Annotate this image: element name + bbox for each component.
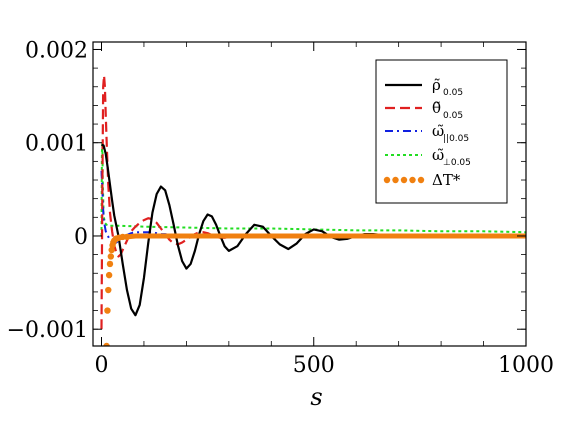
- legend-swatch-dot: [383, 176, 391, 184]
- x-tick-label: 0: [94, 353, 108, 378]
- y-tick-label: 0.002: [25, 38, 88, 63]
- legend-label-sub: ⊥0.05: [443, 158, 471, 168]
- series-4-point: [105, 286, 112, 294]
- legend-entry: ΔT*: [383, 171, 461, 189]
- legend-label: ΔT*: [432, 171, 461, 189]
- legend-label-sub: ||0.05: [443, 134, 469, 144]
- legend-swatch-dot: [417, 176, 425, 184]
- legend-label: ω̃: [432, 146, 444, 164]
- y-tick-label: −0.001: [7, 318, 88, 343]
- series-4-point: [107, 253, 115, 260]
- legend-label: θ̃: [432, 99, 441, 117]
- x-tick-label: 1000: [498, 353, 554, 378]
- legend-label-sub: 0.05: [443, 88, 463, 98]
- legend-entry: ω̃||0.05: [385, 122, 469, 144]
- y-tick-label: 0.001: [25, 132, 88, 157]
- legend-swatch-dot: [400, 176, 408, 184]
- plot-area: [100, 74, 526, 346]
- legend-entry: ω̃⊥0.05: [385, 146, 471, 168]
- legend-swatch-dot: [409, 176, 416, 184]
- legend-entry: ρ̃ 0.05: [385, 76, 463, 98]
- series-3-line: [100, 141, 526, 236]
- y-tick-label: 0: [74, 225, 88, 250]
- series-4-point: [106, 260, 114, 268]
- series-4-point: [105, 271, 113, 279]
- legend-label: ω̃: [432, 122, 444, 140]
- legend-label: ρ̃: [432, 76, 441, 94]
- legend-entry: θ̃ 0.05: [385, 99, 463, 121]
- series-4-point: [103, 342, 110, 346]
- legend-swatch-dot: [392, 176, 399, 184]
- series-4-line: [115, 233, 526, 241]
- legend-label-sub: 0.05: [443, 111, 463, 121]
- plot-frame: [92, 41, 527, 347]
- series-4-point: [104, 307, 111, 314]
- x-axis-title: s: [310, 383, 322, 411]
- x-tick-label: 500: [293, 353, 335, 378]
